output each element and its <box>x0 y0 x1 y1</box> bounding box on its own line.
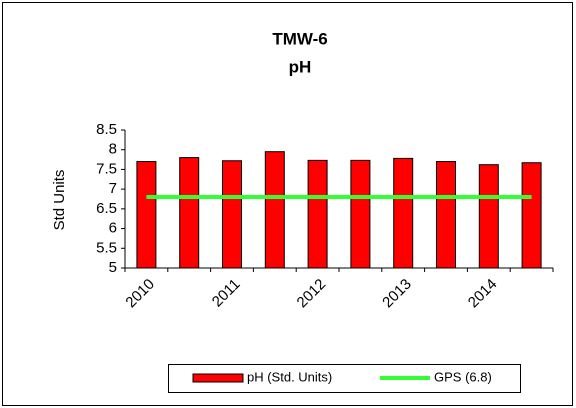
y-tick-label: 8 <box>109 141 117 158</box>
chart-title: TMW-6 <box>272 29 327 48</box>
bar <box>264 151 285 269</box>
bar <box>350 159 371 269</box>
bar <box>179 157 200 269</box>
y-tick-label: 6 <box>109 220 117 237</box>
bar <box>307 159 328 269</box>
legend-swatch <box>192 373 244 383</box>
y-axis-label: Std Units <box>51 170 68 231</box>
bar <box>393 157 414 269</box>
y-tick-label: 6.5 <box>96 200 117 217</box>
y-tick-label: 5 <box>109 259 117 276</box>
y-tick-label: 7.5 <box>96 160 117 177</box>
bar <box>136 161 157 269</box>
bar <box>222 160 242 269</box>
y-tick-label: 7 <box>109 180 117 197</box>
chart-subtitle: pH <box>289 57 312 76</box>
bar <box>521 162 542 269</box>
y-tick-label: 8.5 <box>96 121 117 138</box>
bar <box>478 164 499 269</box>
y-tick-label: 5.5 <box>96 239 117 256</box>
legend-label: GPS (6.8) <box>434 369 492 384</box>
bar <box>436 161 456 269</box>
legend-label: pH (Std. Units) <box>247 369 332 384</box>
